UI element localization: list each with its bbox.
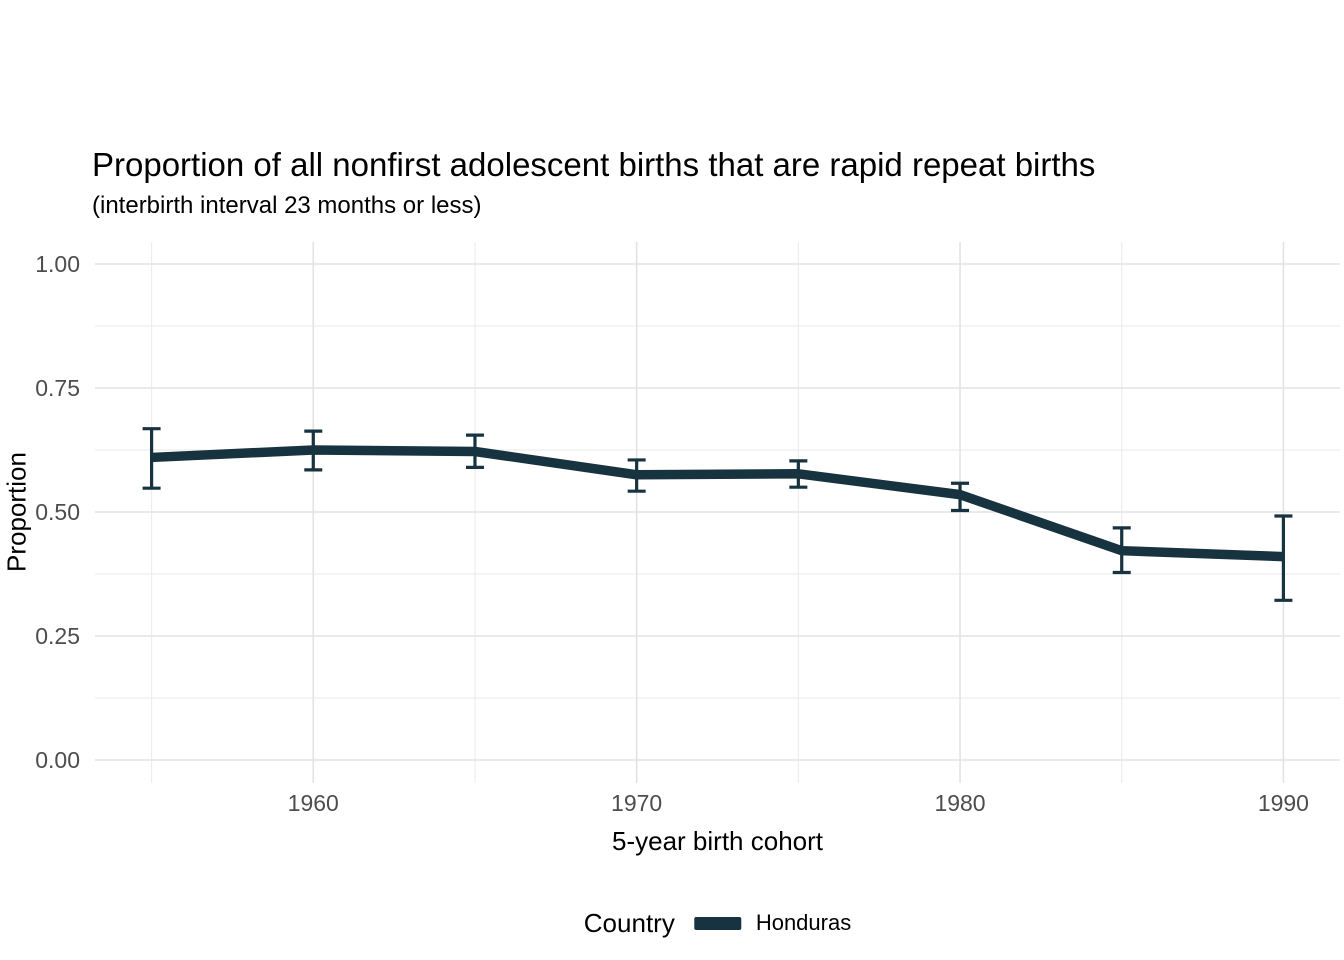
chart-subtitle: (interbirth interval 23 months or less) [92, 192, 482, 219]
legend-swatch-line-icon [693, 916, 741, 930]
y-axis-title: Proportion [1, 452, 32, 572]
y-tick-label: 0.00 [35, 747, 80, 773]
x-tick-label: 1970 [611, 790, 663, 816]
legend-item-label: Honduras [755, 910, 852, 935]
y-tick-label: 0.25 [35, 623, 80, 649]
y-tick-label: 0.75 [35, 375, 80, 401]
x-axis-title: 5-year birth cohort [612, 826, 823, 856]
chart-title: Proportion of all nonfirst adolescent bi… [92, 146, 1096, 183]
legend-title: Country [583, 907, 675, 938]
x-tick-label: 1980 [934, 790, 986, 816]
legend: Country Honduras [584, 901, 851, 945]
y-tick-label: 1.00 [35, 251, 80, 277]
x-tick-label: 1960 [287, 790, 339, 816]
x-tick-label: 1990 [1257, 790, 1309, 816]
y-tick-label: 0.50 [35, 499, 80, 525]
